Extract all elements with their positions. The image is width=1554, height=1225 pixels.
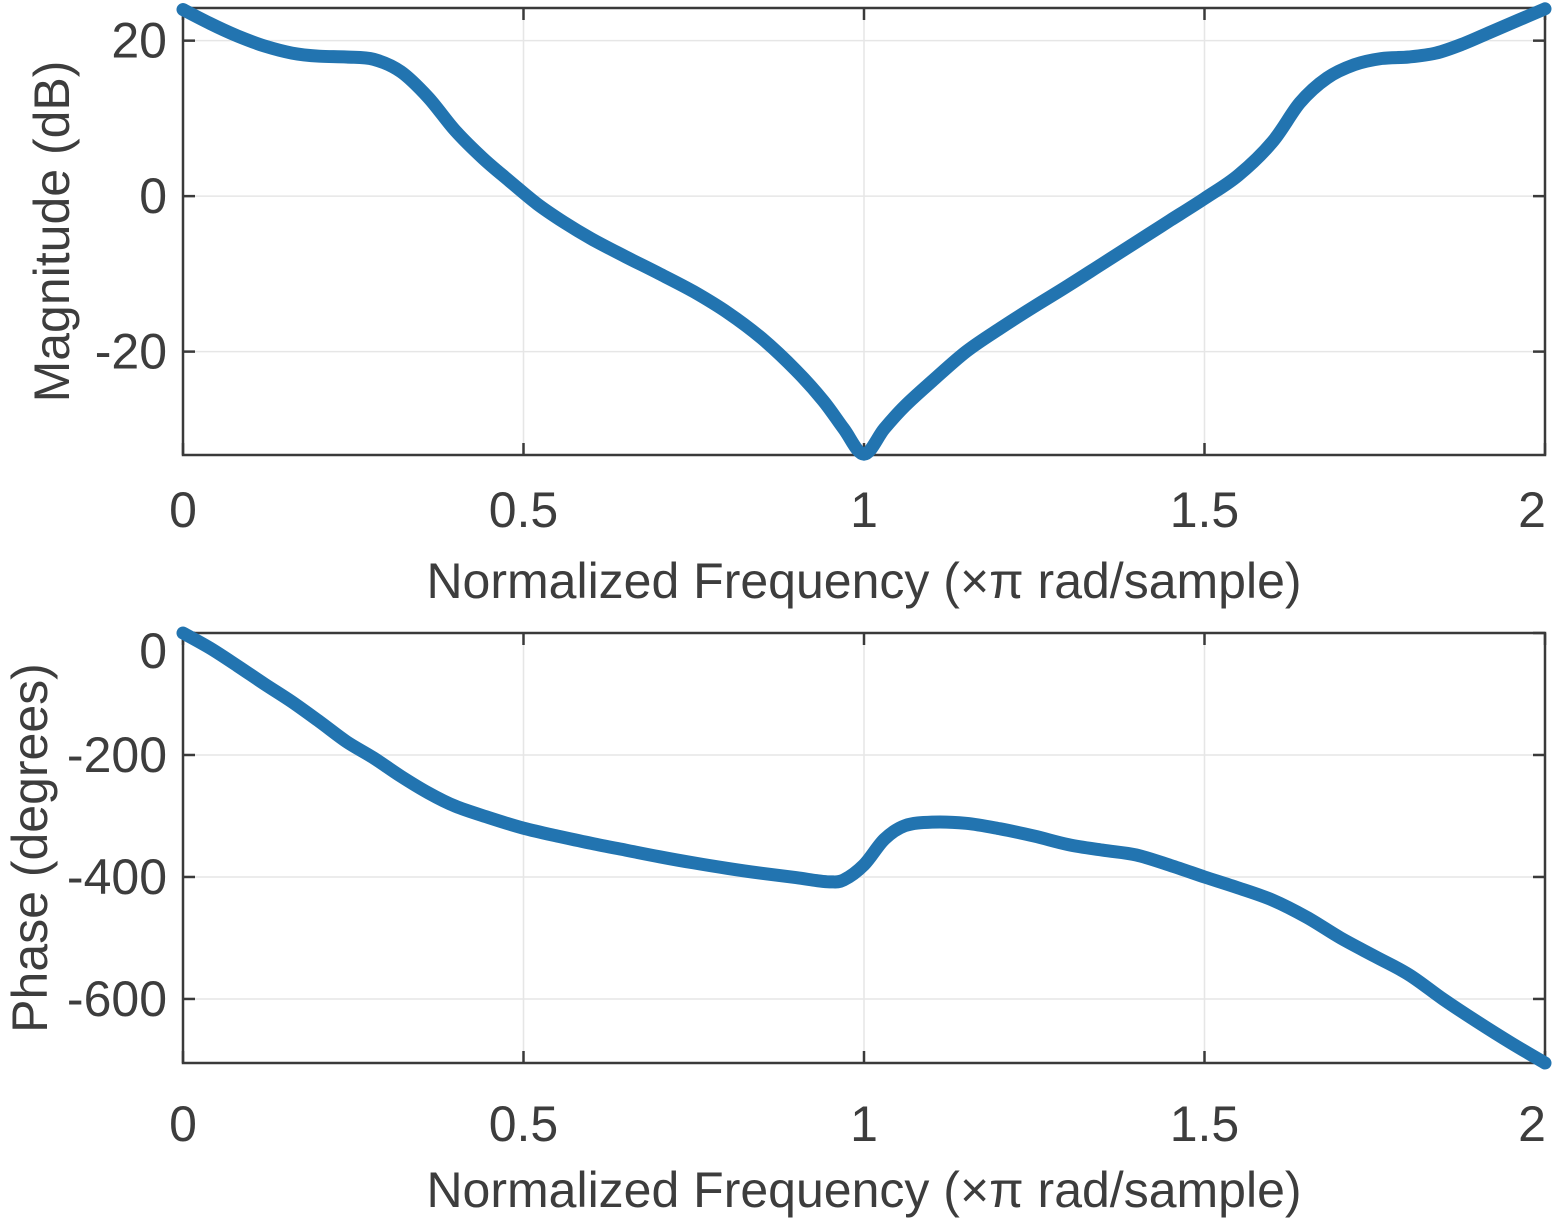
x-axis-label: Normalized Frequency (×π rad/sample): [426, 1162, 1301, 1218]
x-tick-label: 2: [1518, 1096, 1546, 1152]
x-tick-label: 2: [1518, 482, 1546, 538]
y-tick-label: -200: [67, 727, 167, 783]
y-tick-label: 0: [139, 623, 167, 679]
y-tick-label: 20: [111, 13, 167, 69]
x-axis-label: Normalized Frequency (×π rad/sample): [426, 553, 1301, 609]
x-tick-label: 0: [169, 1096, 197, 1152]
x-tick-label: 1: [850, 1096, 878, 1152]
magnitude-curve: [176, 2, 1552, 461]
y-axis-label: Phase (degrees): [2, 663, 58, 1033]
phase-curve: [176, 626, 1552, 1070]
y-tick-label: 0: [139, 168, 167, 224]
x-tick-label: 0.5: [489, 482, 559, 538]
y-axis-label: Magnitude (dB): [24, 61, 80, 403]
x-tick-label: 1.5: [1170, 1096, 1240, 1152]
x-tick-label: 0: [169, 482, 197, 538]
y-tick-label: -600: [67, 971, 167, 1027]
y-tick-label: -400: [67, 849, 167, 905]
y-tick-label: -20: [95, 324, 167, 380]
x-tick-label: 1.5: [1170, 482, 1240, 538]
x-tick-label: 0.5: [489, 1096, 559, 1152]
x-tick-label: 1: [850, 482, 878, 538]
magnitude-plot: 0 0.5 1 1.5 2 20 0 -20 Normalized Frequency (×π …: [24, 2, 1552, 609]
phase-plot: 0 0.5 1 1.5 2 0 -200 -400 -600 Normalized Frequen…: [2, 623, 1552, 1218]
